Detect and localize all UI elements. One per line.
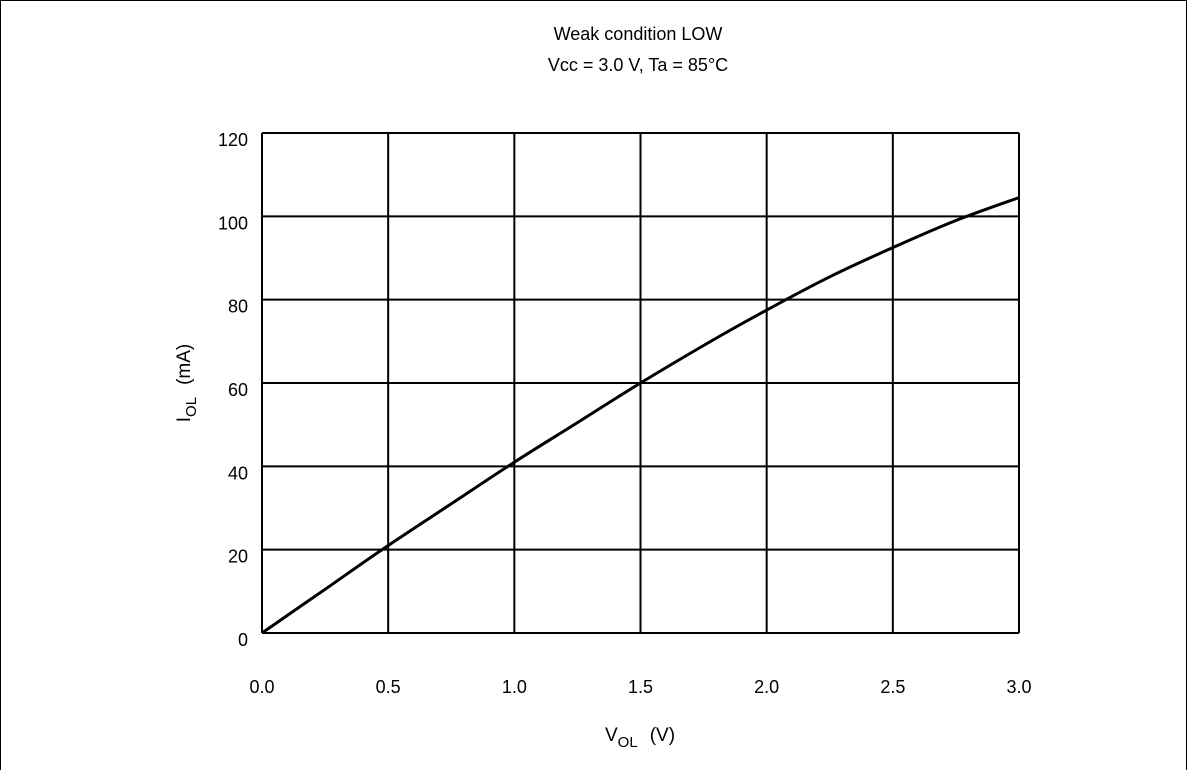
y-tick-label: 20: [228, 547, 248, 567]
y-tick-label: 100: [218, 213, 248, 233]
y-tick-label: 120: [218, 130, 248, 150]
x-tick-label: 1.5: [628, 677, 653, 697]
x-axis-ticks: 0.0 0.5 1.0 1.5 2.0 2.5 3.0: [249, 677, 1031, 697]
chart-title: Weak condition LOW: [554, 24, 723, 44]
x-tick-label: 0.0: [249, 677, 274, 697]
x-axis-label: VOL (V): [605, 725, 675, 751]
y-axis-label: IOL(mA): [174, 344, 200, 422]
x-tick-label: 1.0: [502, 677, 527, 697]
x-tick-label: 3.0: [1006, 677, 1031, 697]
x-tick-label: 2.0: [754, 677, 779, 697]
x-tick-label: 0.5: [376, 677, 401, 697]
x-tick-label: 2.5: [880, 677, 905, 697]
y-axis-ticks: 0 20 40 60 80 100 120: [218, 130, 248, 650]
y-tick-label: 80: [228, 297, 248, 317]
y-tick-label: 40: [228, 463, 248, 483]
y-tick-label: 0: [238, 630, 248, 650]
series-line: [261, 196, 1020, 635]
chart-subtitle: Vcc = 3.0 V, Ta = 85°C: [548, 55, 728, 75]
y-tick-label: 60: [228, 380, 248, 400]
